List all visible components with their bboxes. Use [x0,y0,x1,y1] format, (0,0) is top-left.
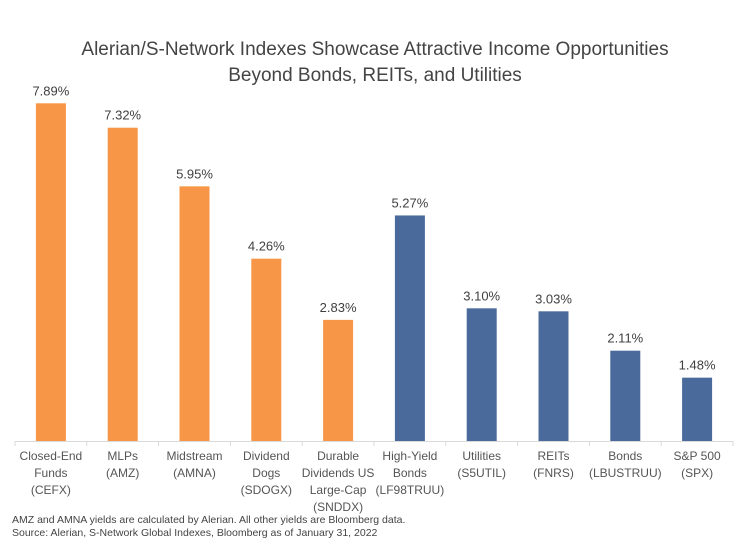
chart-title-line-2: Beyond Bonds, REITs, and Utilities [228,65,522,86]
tick-label-line: MLPs [107,449,139,463]
tick-label: MLPs (AMZ) [85,448,161,482]
tick-label: Utilities (S5UTIL) [444,448,520,482]
tick-label-line: (S5UTIL) [457,466,507,480]
tick-label-line: Closed-End [19,449,83,463]
bar [682,377,713,441]
bar [538,311,569,441]
tick-label-line: Utilities [462,449,502,463]
tick-label-line: S&P 500 [673,449,721,463]
bar [179,186,210,441]
data-label: 7.32% [104,108,141,123]
data-label: 4.26% [248,239,285,254]
data-label: 5.27% [391,195,428,210]
tick-label-line: REITs [537,449,570,463]
chart-title: Alerian/S-Network Indexes Showcase Attra… [0,37,750,89]
data-label: 7.89% [32,83,69,98]
tick-label-line: (CEFX) [30,483,71,497]
tick-label: Dividend Dogs (SDOGX) [228,448,304,499]
tick-label-line: High-Yield [382,449,438,463]
chart-title-line-1: Alerian/S-Network Indexes Showcase Attra… [81,39,669,60]
bar [107,127,138,441]
bar [251,258,282,441]
tick-label: Bonds (LBUSTRUU) [587,448,663,482]
tick-label-line: (SNDDX) [313,500,364,514]
bar [610,350,641,441]
tick-label: Midstream (AMNA) [157,448,233,482]
tick-label-line: Funds [34,466,68,480]
tick-label-line: Bonds [608,449,643,463]
tick-label-line: Midstream [166,449,223,463]
data-label: 2.11% [607,331,643,346]
note-yields: AMZ and AMNA yields are calculated by Al… [12,514,406,526]
data-label: 1.48% [679,358,716,373]
tick-label: REITs (FNRS) [516,448,592,482]
tick-label: High-Yield Bonds (LF98TRUU) [372,448,448,499]
tick-label-line: (LBUSTRUU) [588,466,662,480]
tick-label-line: Dividend Dogs [242,449,290,480]
tick-label: Durable Dividends US Large-Cap (SNDDX) [300,448,376,516]
note-source: Source: Alerian, S-Network Global Indexe… [12,527,378,539]
bar [466,308,497,441]
bar [35,103,66,442]
tick-label-line: Bonds [392,466,427,480]
tick-label-line: (FNRS) [533,466,574,480]
tick-label-line: Large-Cap [309,483,367,497]
tick-label-line: (SDOGX) [240,483,292,497]
bar [394,215,425,441]
tick-label-line: Durable [317,449,360,463]
data-label: 3.03% [535,291,572,306]
tick-label: Closed-End Funds (CEFX) [13,448,89,499]
data-label: 2.83% [320,300,357,315]
tick-label-line: (LF98TRUU) [375,483,445,497]
tick-label-line: (AMNA) [173,466,216,480]
data-label: 3.10% [463,288,500,303]
tick-label-line: (AMZ) [106,466,140,480]
chart-notes: AMZ and AMNA yields are calculated by Al… [12,514,405,540]
tick-label: S&P 500 (SPX) [659,448,735,482]
data-label: 5.95% [176,166,213,181]
tick-label-line: (SPX) [681,466,714,480]
bar [323,319,354,441]
tick-label-line: Dividends US [301,466,375,480]
